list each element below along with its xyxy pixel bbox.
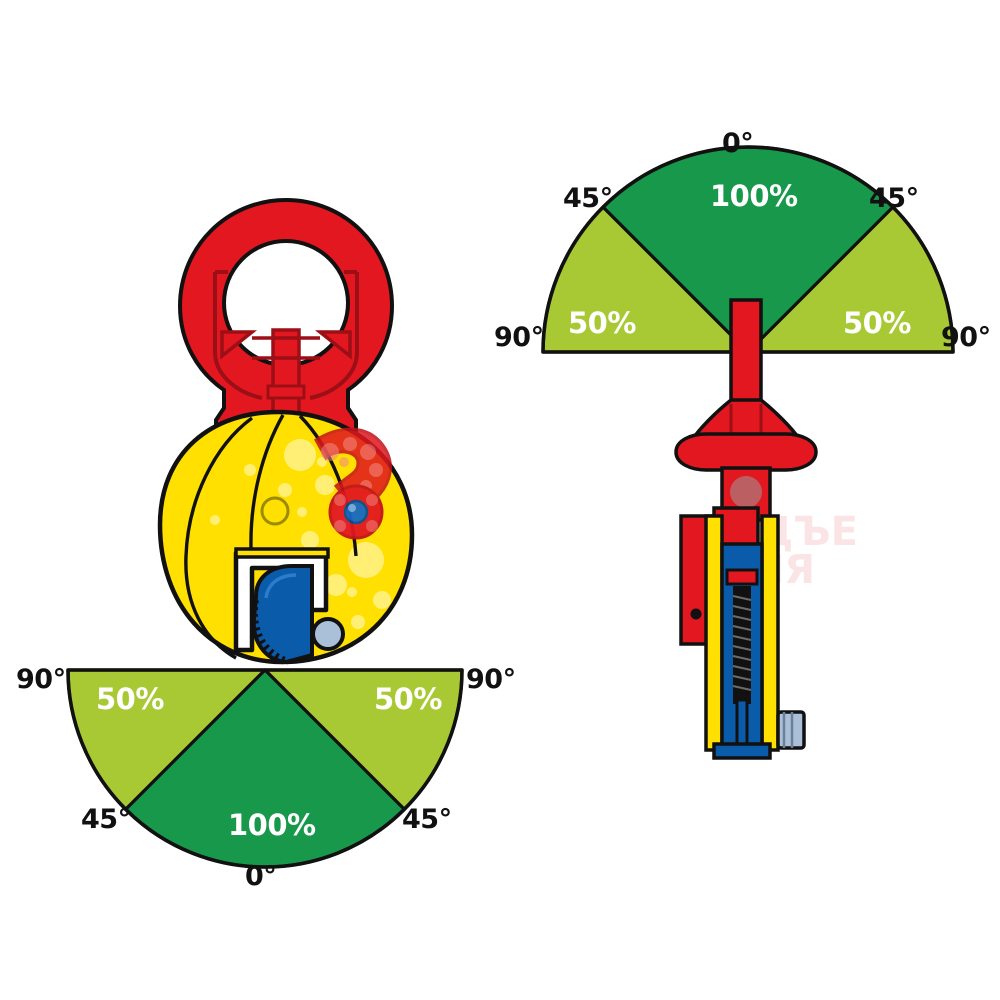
top-label-45deg-left: 45° [563, 183, 613, 214]
clamp-cam [250, 564, 314, 666]
side-collar [674, 432, 818, 472]
clamp-lower-pin [311, 617, 345, 651]
bottom-angle-semicircle [66, 668, 464, 869]
bottom-label-0deg: 0° [245, 861, 277, 892]
bottom-label-90deg-left: 90° [16, 664, 66, 695]
clamp-side-view [674, 298, 818, 760]
top-angle-semicircle [541, 145, 955, 354]
top-label-100pct: 100% [710, 179, 798, 213]
bottom-label-45deg-right: 45° [402, 804, 452, 835]
side-shackle-stem [729, 298, 763, 410]
bottom-label-50pct-right: 50% [374, 682, 442, 716]
bottom-semicircle-outline [66, 668, 464, 869]
bottom-label-45deg-left: 45° [81, 804, 131, 835]
top-label-45deg-right: 45° [869, 183, 919, 214]
clamp-shackle [177, 197, 395, 523]
bottom-label-100pct: 100% [228, 808, 316, 842]
top-label-50pct-left: 50% [568, 306, 636, 340]
side-body [679, 506, 806, 760]
top-semicircle-outline [541, 145, 955, 354]
top-label-50pct-right: 50% [843, 306, 911, 340]
bottom-label-50pct-left: 50% [96, 682, 164, 716]
top-label-0deg: 0° [722, 128, 754, 159]
top-label-90deg-left: 90° [494, 322, 544, 353]
top-label-90deg-right: 90° [941, 322, 991, 353]
bottom-label-90deg-right: 90° [466, 664, 516, 695]
clamp-front-view [157, 197, 415, 666]
clamp-lever [313, 427, 392, 540]
